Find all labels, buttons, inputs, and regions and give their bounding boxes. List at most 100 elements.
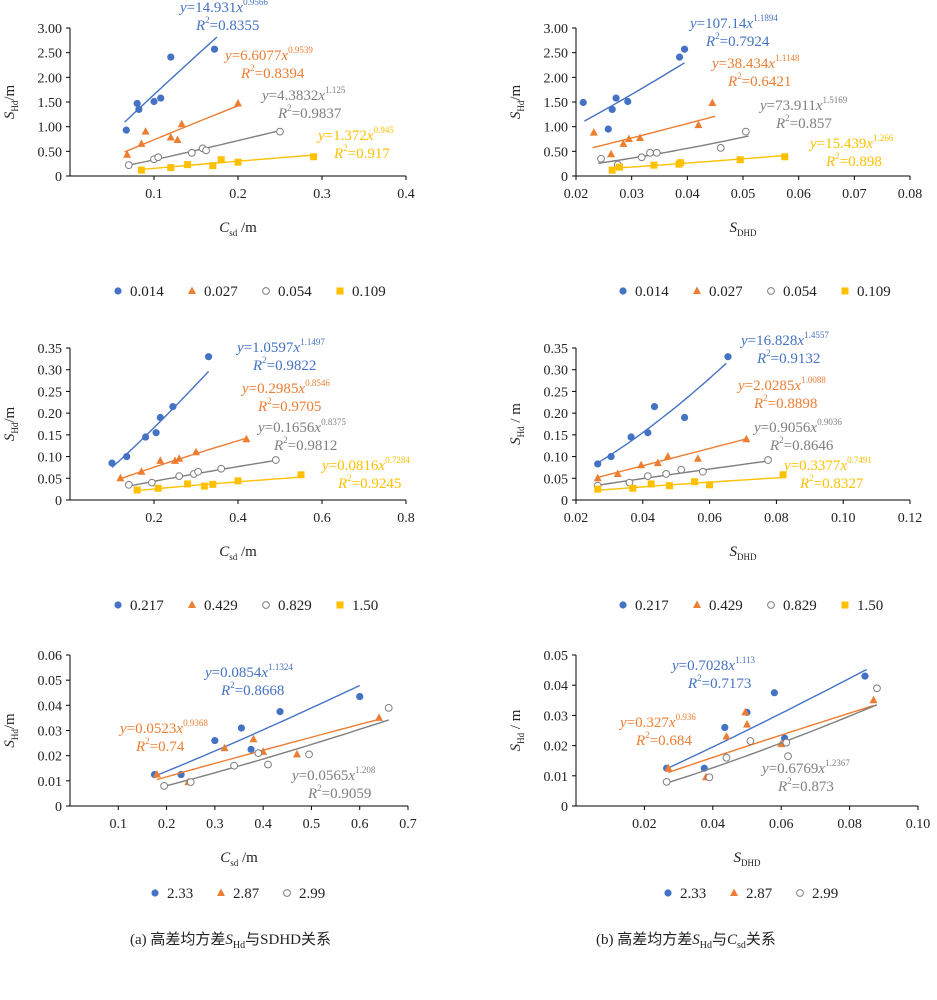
- x-tick-label: 0.05: [731, 187, 756, 202]
- data-point: [167, 164, 175, 172]
- trendline: [584, 62, 685, 122]
- trendline: [137, 476, 302, 492]
- data-point: [205, 353, 213, 361]
- legend-item-0.217: 0.217: [619, 598, 669, 614]
- fit-equation: y=73.911x1.5169: [758, 95, 848, 114]
- data-point: [613, 469, 622, 477]
- legend-label: 2.87: [746, 886, 773, 902]
- y-tick-label: 0.02: [38, 750, 63, 765]
- data-point: [691, 478, 699, 486]
- x-tick-label: 0.06: [697, 511, 722, 526]
- data-point: [680, 413, 689, 422]
- data-point: [234, 98, 242, 107]
- data-point: [142, 433, 150, 441]
- series-0.027: [123, 98, 242, 158]
- data-point: [271, 456, 280, 464]
- data-point: [594, 485, 602, 493]
- chart-panel-6: 0 0.01 0.02 0.03 0.04 0.05 0.02 0.04 0.06 0.08 0.1…: [508, 649, 930, 902]
- data-point: [873, 684, 881, 693]
- trendline: [666, 668, 868, 770]
- data-point: [597, 154, 605, 163]
- legend-label: 2.99: [812, 886, 838, 902]
- y-tick-label: 0.25: [544, 385, 569, 400]
- x-tick-label: 0.4: [229, 511, 247, 526]
- legend-item-2.99: 2.99: [283, 886, 325, 902]
- y-axis-title: SHd / m: [508, 709, 526, 751]
- data-point: [663, 452, 672, 460]
- x-tick-label: 0.3: [313, 187, 331, 202]
- legend-item-0.014: 0.014: [114, 284, 164, 300]
- data-point: [177, 119, 186, 128]
- data-point: [652, 148, 661, 157]
- legend-marker: [664, 889, 672, 897]
- data-point: [699, 467, 707, 476]
- data-point: [152, 429, 160, 437]
- x-tick-label: 0.04: [701, 817, 726, 832]
- fit-equation: y=1.372x0.945: [316, 125, 394, 144]
- data-point: [629, 484, 637, 492]
- y-tick-label: 0.50: [544, 145, 569, 160]
- data-point: [746, 737, 755, 745]
- data-point: [137, 467, 146, 475]
- y-tick-label: 0.05: [544, 472, 569, 487]
- data-point: [184, 161, 192, 169]
- fit-r-squared: R2=0.8355: [195, 15, 259, 34]
- data-point: [741, 707, 750, 716]
- legend-marker: [796, 889, 804, 897]
- y-tick-label: 1.00: [38, 121, 63, 136]
- legend-label: 0.217: [130, 598, 164, 614]
- y-tick-label: 0: [55, 170, 62, 185]
- legend-marker: [767, 287, 775, 295]
- data-point: [721, 723, 729, 732]
- fit-r-squared: R2=0.873: [777, 776, 834, 795]
- y-tick-label: 0.01: [38, 775, 63, 790]
- data-point: [167, 53, 175, 61]
- y-tick-label: 2.50: [38, 47, 63, 62]
- data-point: [694, 120, 703, 129]
- series-0.027: [589, 98, 717, 158]
- x-tick-label: 0.06: [786, 187, 811, 202]
- x-axis-title: Csd /m: [219, 220, 257, 238]
- data-point: [157, 94, 165, 102]
- y-tick-label: 0.15: [544, 429, 569, 444]
- x-tick-label: 0.10: [906, 817, 931, 832]
- legend-label: 0.027: [204, 284, 238, 300]
- data-point: [612, 94, 620, 102]
- y-tick-label: 0.10: [544, 451, 569, 466]
- caption-a: (a) 高差均方差SHd与SDHD关系: [130, 932, 331, 951]
- series-0.054: [124, 127, 284, 170]
- data-point: [781, 153, 789, 161]
- legend-marker: [188, 600, 196, 608]
- y-tick-label: 1.50: [544, 96, 569, 111]
- y-tick-label: 0: [561, 494, 568, 509]
- fit-equation: y=0.7028x1.113: [670, 655, 755, 674]
- x-tick-label: 0.2: [158, 817, 176, 832]
- data-point: [615, 163, 623, 171]
- data-point: [356, 692, 364, 701]
- y-axis-title: SHd/m: [2, 407, 20, 442]
- y-tick-label: 0: [561, 170, 568, 185]
- legend-marker: [114, 287, 122, 295]
- data-point: [706, 481, 714, 489]
- legend-item-0.014: 0.014: [619, 284, 669, 300]
- y-tick-label: 3.00: [38, 22, 63, 37]
- fit-equation: y=38.434x1.1148: [710, 53, 800, 72]
- series-0.109: [608, 153, 789, 174]
- legend-label: 0.054: [783, 284, 817, 300]
- legend-item-0.429: 0.429: [188, 598, 238, 614]
- data-point: [305, 750, 313, 759]
- trendline: [156, 718, 380, 781]
- y-tick-label: 0.25: [38, 385, 63, 400]
- y-tick-label: 0.05: [38, 674, 63, 689]
- x-tick-label: 0.08: [898, 187, 923, 202]
- data-point: [608, 105, 616, 113]
- data-point: [141, 127, 150, 135]
- legend-label: 2.33: [680, 886, 706, 902]
- data-point: [627, 433, 635, 441]
- data-point: [297, 471, 305, 479]
- y-axis-title: SHd / m: [508, 403, 526, 445]
- fit-equation: y=2.0285x1.0088: [736, 375, 826, 394]
- y-tick-label: 0.10: [38, 451, 63, 466]
- data-point: [133, 99, 141, 108]
